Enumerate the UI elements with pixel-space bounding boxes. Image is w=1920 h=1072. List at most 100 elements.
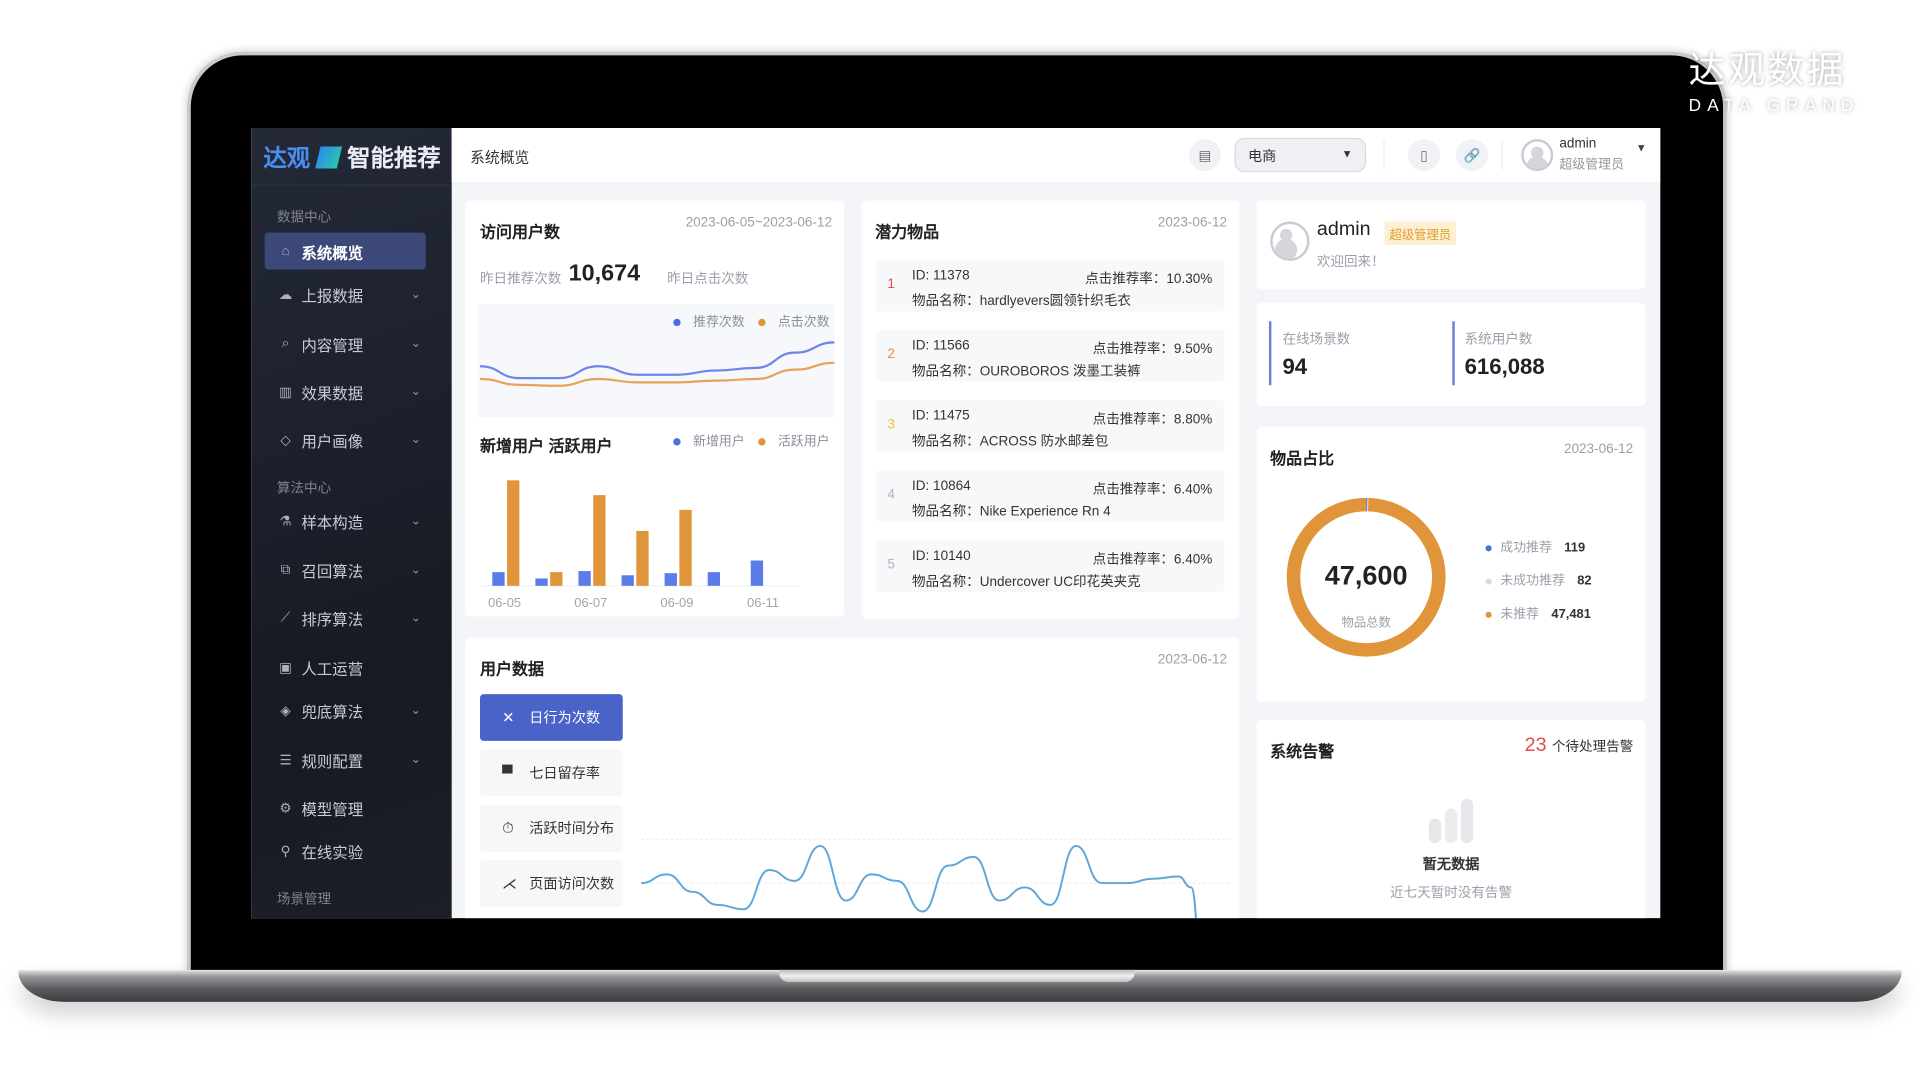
sidebar-item-15[interactable]: ☰ 规则配置 ⌄ <box>265 741 426 778</box>
alerts-count-suffix: 个待处理告警 <box>1552 739 1634 755</box>
item-rate: 点击推荐率：10.30% <box>1085 268 1212 288</box>
sidebar-item-label: 模型管理 <box>301 800 364 818</box>
tab-behavior[interactable]: ✕ 日行为次数 <box>480 694 623 741</box>
bar-06-06-0 <box>535 578 548 586</box>
watermark-cn: 达观数据 <box>1688 50 1847 92</box>
sidebar-item-4[interactable]: ◇ 用户画像 ⌄ <box>265 421 426 458</box>
ratio-date: 2023-06-12 <box>1563 441 1634 457</box>
sample-icon: ⚗ <box>279 513 292 529</box>
x-tick-label: 06-07 <box>574 595 607 610</box>
logo-brand: 达观 <box>263 146 311 173</box>
chevron-down-icon: ⌄ <box>410 336 421 351</box>
potential-item[interactable]: 5 ID: 10140 点击推荐率：6.40% 物品名称：Undercover UC印… <box>876 540 1225 593</box>
rank-number: 5 <box>887 557 895 573</box>
logo-product: 智能推荐 <box>347 146 441 173</box>
potential-item[interactable]: 1 ID: 11378 点击推荐率：10.30% 物品名称：hardlyevers圆领… <box>876 259 1225 312</box>
potential-items-card: 潜力物品 2023-06-12 1 ID: 11378 点击推荐率：10.30% 物品… <box>861 200 1240 620</box>
empty-title: 暂无数据 <box>1422 857 1480 873</box>
scene-select[interactable]: 电商 ▼ <box>1234 137 1367 173</box>
bar-06-08-0 <box>621 575 634 586</box>
sidebar-item-2[interactable]: ⌕ 内容管理 ⌄ <box>265 325 426 362</box>
bar-06-05-1 <box>507 480 520 586</box>
header-username[interactable]: admin <box>1559 136 1597 152</box>
sidebar-section-label[interactable]: 场景管理 <box>276 892 332 908</box>
item-rate: 点击推荐率：8.80% <box>1093 409 1213 429</box>
tab-stopwatch[interactable]: ⏱ 活跃时间分布 <box>480 804 623 852</box>
rate-label: 点击推荐率： <box>1092 552 1174 568</box>
potential-item[interactable]: 4 ID: 10864 点击推荐率：6.40% 物品名称：Nike Experienc… <box>876 470 1225 522</box>
role-badge: 超级管理员 <box>1384 221 1457 245</box>
chart-icon: ▥ <box>279 384 292 400</box>
sidebar-item-0[interactable]: ⌂ 系统概览 <box>264 232 426 270</box>
users-bar-chart: 06-05 06-07 06-09 06-11 <box>480 480 801 610</box>
item-id: ID: 11378 <box>912 268 970 284</box>
tab-label: 日行为次数 <box>529 711 601 727</box>
click-label: 昨日点击次数 <box>667 272 749 287</box>
stats-card: 在线场景数 94 系统用户数 616,088 <box>1256 302 1646 407</box>
sidebar-item-3[interactable]: ▥ 效果数据 ⌄ <box>265 373 426 410</box>
visits-title: 访问用户数 <box>480 222 561 242</box>
x-tick-label: 06-11 <box>747 595 779 610</box>
legend-value: 119 <box>1564 540 1586 556</box>
chevron-down-icon: ⌄ <box>410 384 421 399</box>
sidebar: 达观 智能推荐 数据中心 ⌂ 系统概览 ☁ 上报数据 ⌄ ⌕ 内容管理 ⌄ ▥ 效果数据 ⌄ ◇ 用户画像 ⌄… <box>251 128 452 919</box>
file-icon[interactable]: ▯ <box>1408 139 1441 172</box>
legend-label: 未成功推荐 <box>1500 573 1565 589</box>
ratio-legend-item: 未推荐 47,481 <box>1485 604 1592 637</box>
tab-label: 页面访问次数 <box>529 877 615 893</box>
sidebar-section-label: 数据中心 <box>276 210 332 226</box>
potential-item[interactable]: 2 ID: 11566 点击推荐率：9.50% 物品名称：OUROBOROS 泼墨工装… <box>876 329 1225 382</box>
legend-label: 点击次数 <box>777 315 830 330</box>
name-label: 物品名称： <box>912 574 980 590</box>
scene-select-value: 电商 <box>1248 150 1277 165</box>
ratio-donut-chart <box>1286 497 1446 657</box>
bar-title: 新增用户 活跃用户 <box>480 436 613 456</box>
divider <box>1501 140 1503 170</box>
cloud-upload-icon: ☁ <box>278 287 293 303</box>
sidebar-item-11[interactable]: ⧉ 召回算法 ⌄ <box>265 551 426 588</box>
user-menu-caret-icon[interactable]: ▼ <box>1635 141 1647 154</box>
header-user-role: 超级管理员 <box>1559 157 1625 173</box>
item-ratio-card: 物品占比 2023-06-12 47,600 物品总数 成功推荐 119 未成功推荐… <box>1256 427 1646 702</box>
potential-date: 2023-06-12 <box>1157 215 1228 231</box>
tab-retention[interactable]: ▀ 七日留存率 <box>480 749 623 797</box>
name-label: 物品名称： <box>912 504 980 520</box>
divider <box>1383 140 1385 170</box>
document-icon[interactable]: ▤ <box>1188 139 1221 172</box>
name-label: 物品名称： <box>912 434 980 450</box>
app-logo[interactable]: 达观 智能推荐 <box>263 140 441 173</box>
sidebar-item-label: 在线实验 <box>301 843 364 861</box>
item-id: ID: 11566 <box>912 338 970 354</box>
bar-06-06-1 <box>550 572 563 586</box>
alerts-card: 系统告警 23 个待处理告警 暂无数据 近七天暂时没有告警 <box>1256 720 1646 919</box>
tab-page-visit[interactable]: ⋌ 页面访问次数 <box>480 860 623 908</box>
rate-value: 6.40% <box>1173 482 1213 498</box>
user-avatar[interactable] <box>1521 139 1554 172</box>
home-icon: ⌂ <box>281 243 290 259</box>
sidebar-item-10[interactable]: ⚗ 样本构造 ⌄ <box>265 502 426 539</box>
stat-value-scenes: 94 <box>1282 354 1308 380</box>
sidebar-item-17[interactable]: ⚲ 在线实验 <box>265 832 426 869</box>
sidebar-item-1[interactable]: ☁ 上报数据 ⌄ <box>265 276 426 313</box>
alerts-count[interactable]: 23 个待处理告警 <box>1525 735 1634 757</box>
rate-label: 点击推荐率： <box>1092 482 1174 498</box>
legend-label: 活跃用户 <box>777 434 830 450</box>
potential-item[interactable]: 3 ID: 11475 点击推荐率：8.80% 物品名称：ACROSS 防水邮差包 <box>876 400 1225 452</box>
link-icon[interactable]: 🔗 <box>1456 139 1489 172</box>
stat-accent <box>1452 321 1455 386</box>
sidebar-item-16[interactable]: ⚙ 模型管理 <box>265 789 426 826</box>
sidebar-item-14[interactable]: ◈ 兜底算法 ⌄ <box>265 692 426 729</box>
bar-06-09-0 <box>664 573 677 586</box>
chevron-down-icon: ⌄ <box>410 287 421 301</box>
breadcrumb: 系统概览 <box>470 148 530 167</box>
sidebar-item-label: 用户画像 <box>301 432 364 450</box>
sidebar-item-label: 召回算法 <box>301 563 364 581</box>
stopwatch-icon: ⏱ <box>502 819 514 837</box>
rank-number: 1 <box>887 276 895 292</box>
sidebar-item-13[interactable]: ▣ 人工运营 <box>265 649 426 686</box>
sidebar-item-label: 排序算法 <box>301 611 364 629</box>
sidebar-item-12[interactable]: ⟋ 排序算法 ⌄ <box>265 599 426 636</box>
chevron-down-icon: ⌄ <box>410 611 421 625</box>
legend-label: 成功推荐 <box>1500 540 1553 556</box>
user-data-card: 用户数据 2023-06-12 ✕ 日行为次数 ▀ 七日留存率 ⏱ 活跃时间分布 ⋌ 页面访问… <box>465 637 1240 919</box>
